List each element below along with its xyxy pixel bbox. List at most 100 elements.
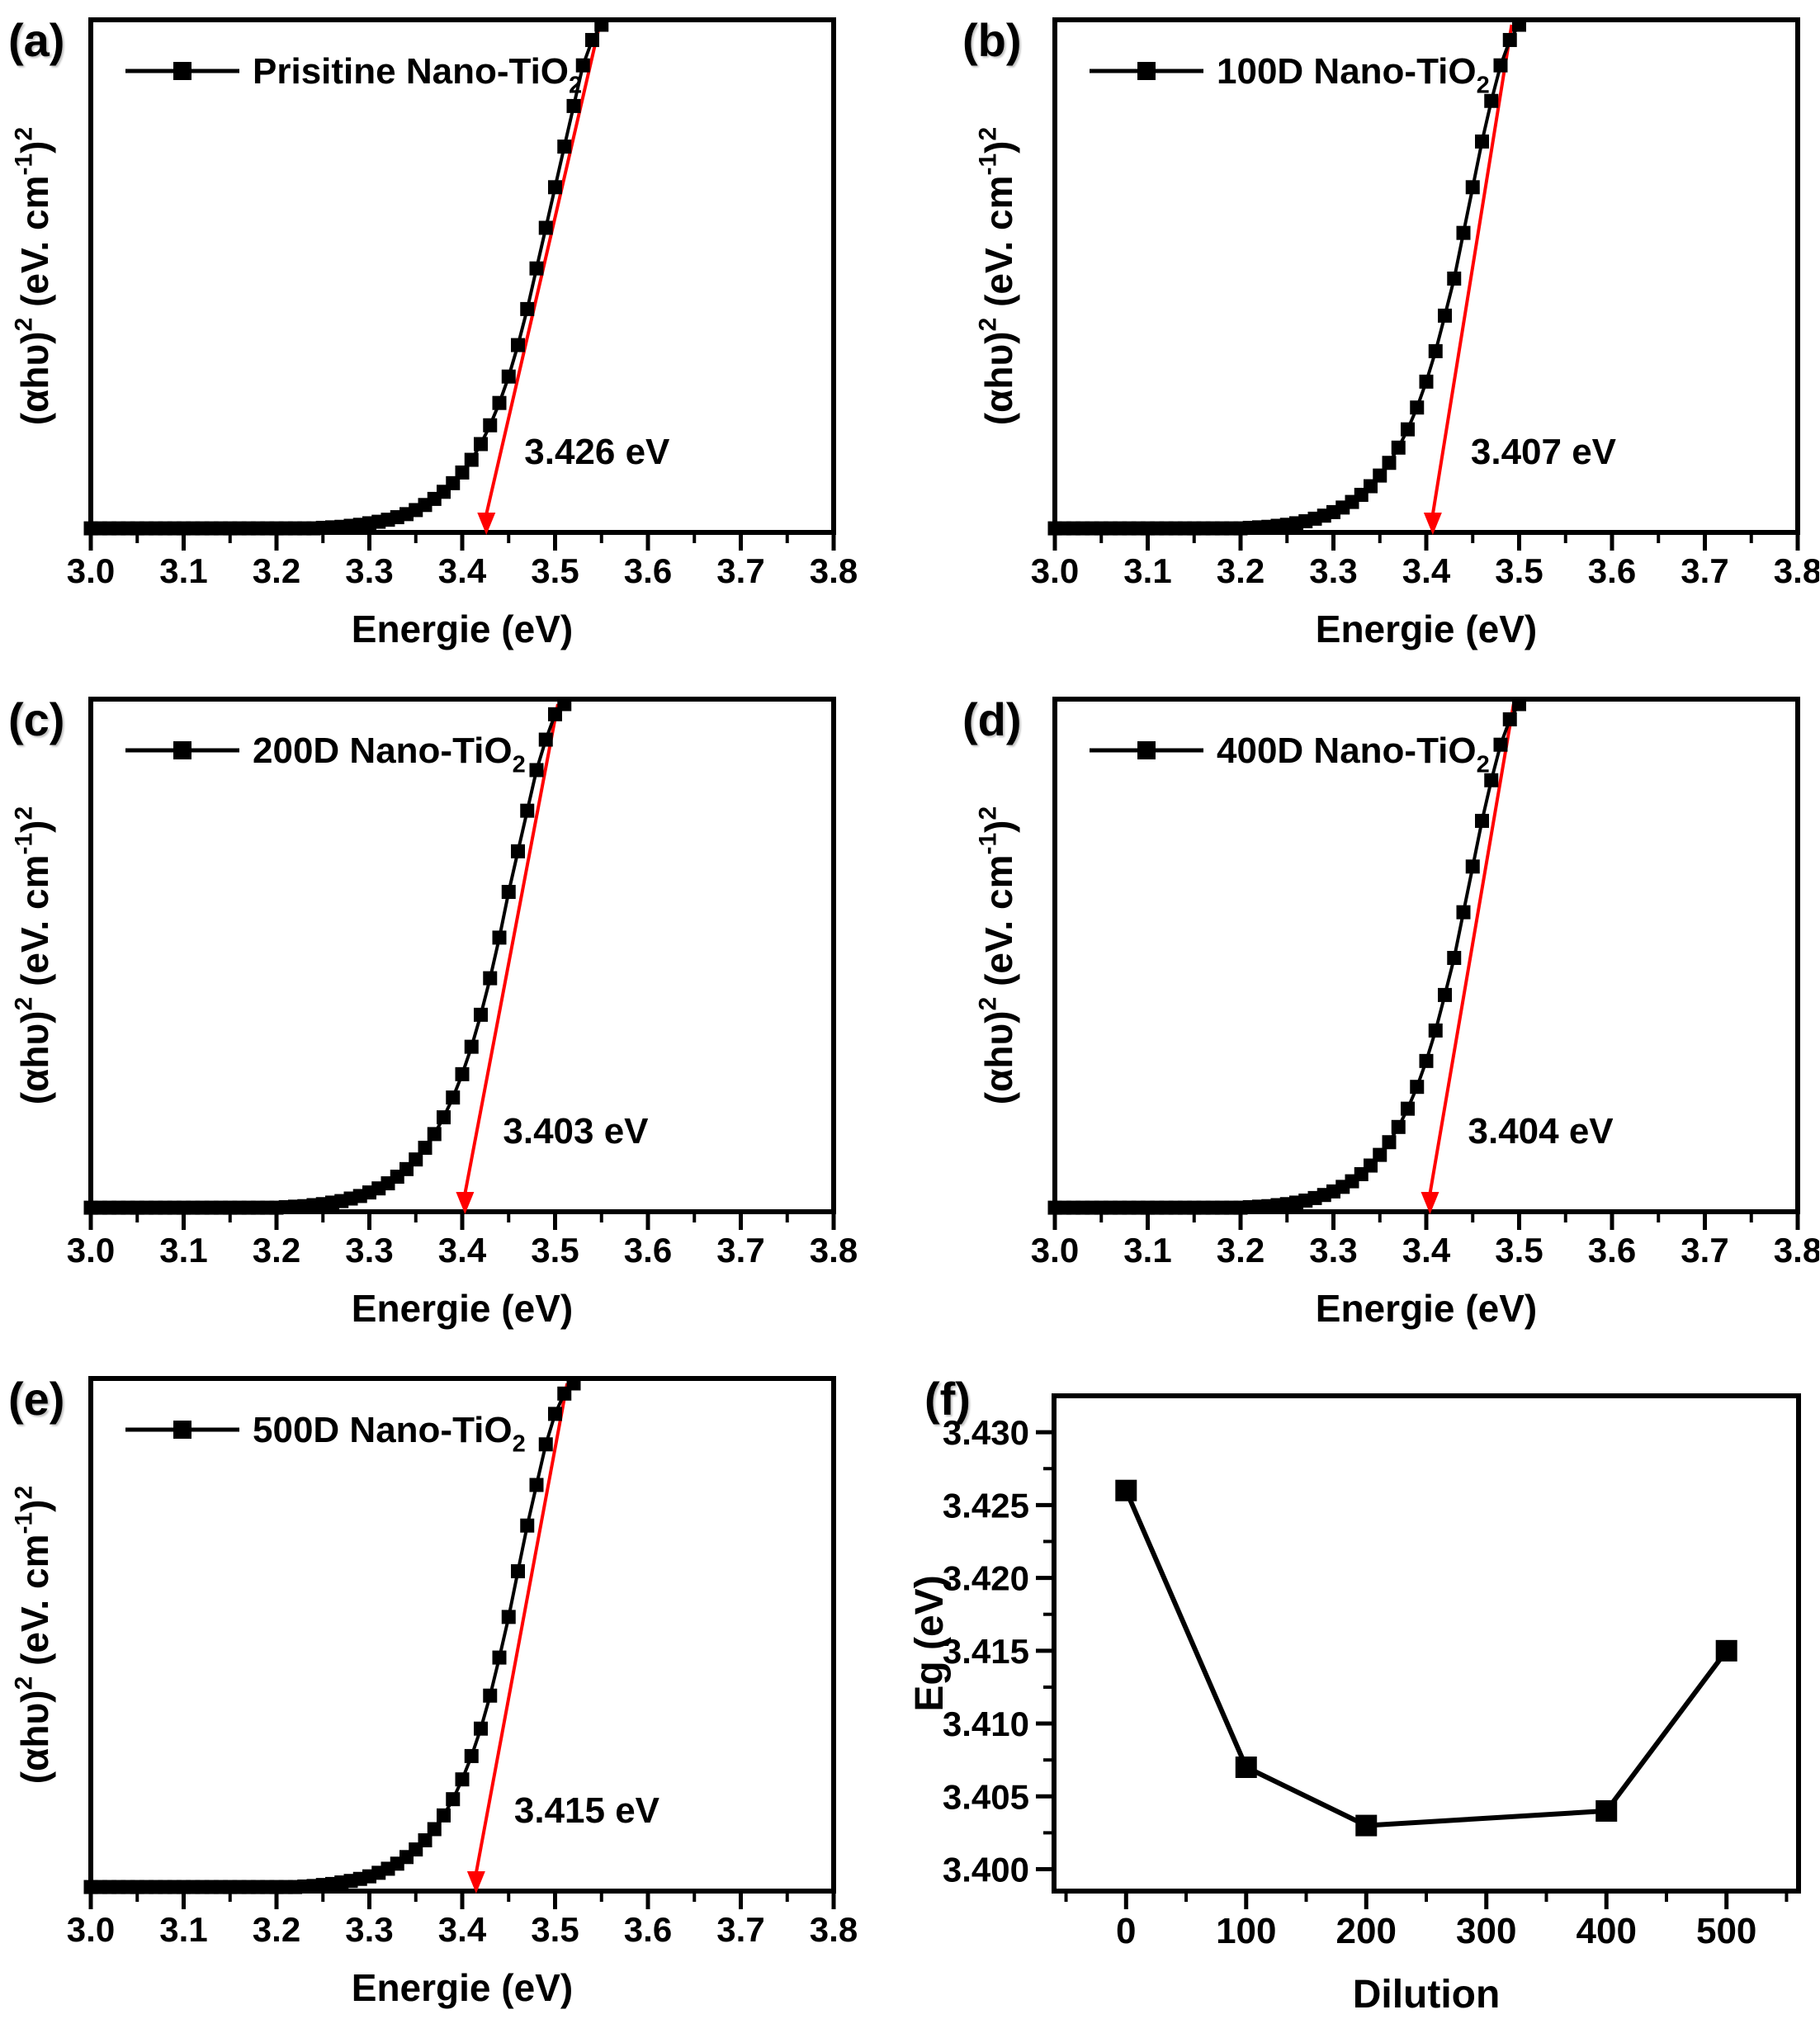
data-point-marker <box>418 1833 433 1847</box>
y-tick-label: 3.405 <box>943 1777 1029 1816</box>
panel-a-label: (a) <box>8 14 65 66</box>
data-point-marker <box>1456 225 1471 240</box>
data-point-marker <box>437 1808 451 1823</box>
panel-e-label: (e) <box>8 1373 65 1425</box>
fit-arrow-head-icon <box>1423 513 1442 535</box>
x-tick-label: 3.7 <box>1681 1231 1728 1270</box>
data-point-marker <box>1475 813 1489 828</box>
data-point-marker <box>1419 374 1434 389</box>
y-tick-label: 3.415 <box>943 1632 1029 1671</box>
data-point-marker <box>548 1407 562 1421</box>
data-point-marker <box>1502 32 1517 47</box>
x-axis-title: Dilution <box>1353 1973 1501 2017</box>
panel-b-label: (b) <box>962 14 1022 66</box>
x-tick-label: 3.4 <box>438 1910 487 1949</box>
data-point-marker <box>585 32 599 47</box>
x-tick-label: 400 <box>1577 1911 1637 1951</box>
panel-c: (c) 3.0 3.1 3.2 3.3 3.4 3.5 3.6 3.7 3.8 Energie (… <box>0 679 910 1359</box>
data-point-marker <box>1373 1147 1387 1162</box>
data-point-marker <box>529 763 544 778</box>
data-point-marker <box>492 930 507 945</box>
y-tick-label: 3.410 <box>943 1705 1029 1743</box>
fit-line <box>1430 24 1514 515</box>
data-point-marker <box>464 1748 479 1763</box>
x-tick-label: 3.5 <box>531 551 579 590</box>
panel-c-chart: 3.0 3.1 3.2 3.3 3.4 3.5 3.6 3.7 3.8 Energie (eV) (… <box>11 697 858 1330</box>
x-tick-label: 3.0 <box>1031 1231 1079 1270</box>
panel-d-label: (d) <box>962 693 1022 745</box>
x-tick-label: 3.6 <box>1588 1231 1636 1270</box>
data-point-marker <box>455 1772 470 1787</box>
data-point-marker <box>1410 1080 1425 1095</box>
x-axis-title: Energie (eV) <box>352 1966 573 2009</box>
plot-box <box>1052 17 1800 535</box>
y-axis-title: (αhυ)2 (eV. cm-1)2 <box>11 1486 56 1784</box>
data-point-marker <box>575 58 590 73</box>
x-tick-label: 3.1 <box>1123 1231 1171 1270</box>
data-point-marker <box>501 369 516 384</box>
data-point-marker <box>1456 905 1471 920</box>
data-point-marker <box>1465 859 1480 874</box>
data-point-marker <box>1475 134 1489 149</box>
x-tick-label: 3.8 <box>810 1910 858 1949</box>
data-point-marker <box>529 1478 544 1492</box>
x-axis-title: Energie (eV) <box>352 1287 573 1330</box>
data-point-marker <box>1428 1023 1443 1038</box>
data-point-marker <box>1447 272 1462 286</box>
legend-label: 200D Nano-TiO2 <box>253 731 526 778</box>
data-point-marker <box>1438 308 1452 323</box>
data-point-marker <box>1447 951 1462 965</box>
band-gap-annotation: 3.415 eV <box>514 1790 660 1831</box>
data-point-marker <box>548 180 562 195</box>
x-tick-label: 3.1 <box>159 1910 207 1949</box>
x-tick-label: 3.4 <box>1402 551 1451 590</box>
x-tick-label: 3.7 <box>716 1231 764 1270</box>
data-point-marker <box>483 971 498 986</box>
x-tick-label: 3.7 <box>1681 551 1728 590</box>
data-point-marker <box>446 1792 461 1807</box>
x-tick-label: 3.0 <box>1031 551 1079 590</box>
plot-box <box>88 17 836 535</box>
data-point-marker <box>455 465 470 480</box>
x-tick-label: 3.2 <box>1217 1231 1265 1270</box>
data-point-marker <box>1235 1757 1257 1778</box>
panel-e-chart: 3.0 3.1 3.2 3.3 3.4 3.5 3.6 3.7 3.8 Energie (eV) (… <box>11 1376 858 2009</box>
data-point-marker <box>1382 1135 1397 1150</box>
legend-label: 100D Nano-TiO2 <box>1217 51 1490 98</box>
panel-f: (f) 0 100 200 300 400 500 3.400 3.405 3.410 3.415… <box>910 1359 1820 2038</box>
x-tick-label: 3.3 <box>345 1231 393 1270</box>
data-point-marker <box>427 1127 442 1142</box>
data-point-marker <box>474 1721 488 1736</box>
x-tick-label: 3.5 <box>1495 1231 1543 1270</box>
x-tick-label: 3.1 <box>159 551 207 590</box>
data-point-marker <box>1391 440 1406 455</box>
data-point-marker <box>1401 1101 1415 1116</box>
data-point-marker <box>1493 737 1508 752</box>
x-tick-label: 3.4 <box>1402 1231 1451 1270</box>
fit-arrow-head-icon <box>477 513 496 535</box>
x-axis-title: Energie (eV) <box>352 608 573 650</box>
x-tick-label: 3.0 <box>67 1910 115 1949</box>
y-axis-title: (αhυ)2 (eV. cm-1)2 <box>975 806 1020 1104</box>
panel-f-chart: 0 100 200 300 400 500 3.400 3.405 3.410 3.415 3.42… <box>910 1393 1801 2017</box>
data-point-marker <box>418 1141 433 1156</box>
panel-a-chart: 3.0 3.1 3.2 3.3 3.4 3.5 3.6 3.7 3.8 Energie (eV) (… <box>11 17 858 650</box>
y-axis-title: Eg (eV) <box>910 1575 952 1711</box>
data-point-marker <box>594 17 609 32</box>
data-point-marker <box>1502 712 1517 726</box>
band-gap-annotation: 3.426 eV <box>524 432 670 472</box>
x-tick-label: 3.5 <box>531 1910 579 1949</box>
x-tick-label: 3.1 <box>159 1231 207 1270</box>
data-point-marker <box>1465 180 1480 195</box>
x-tick-label: 200 <box>1336 1911 1397 1951</box>
data-point-marker <box>566 98 581 113</box>
y-tick-label: 3.400 <box>943 1851 1029 1889</box>
data-point-marker <box>557 697 572 712</box>
data-series-line <box>91 702 566 1210</box>
data-point-marker <box>483 418 498 433</box>
data-point-marker <box>538 1437 553 1452</box>
plot-box <box>88 1376 836 1894</box>
x-tick-label: 3.8 <box>1774 551 1819 590</box>
y-tick-label: 3.420 <box>943 1559 1029 1598</box>
band-gap-annotation: 3.404 eV <box>1468 1111 1614 1151</box>
